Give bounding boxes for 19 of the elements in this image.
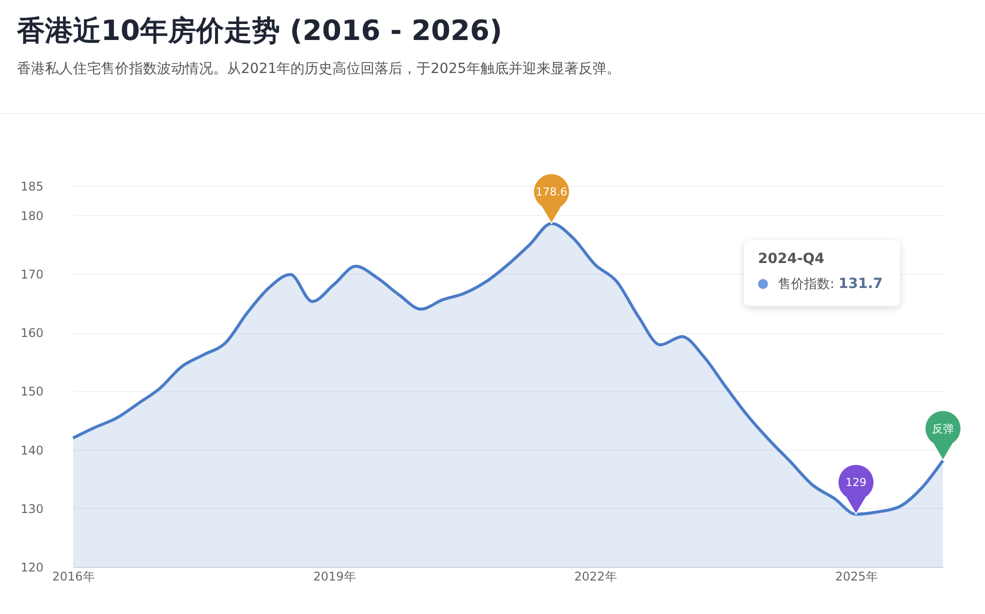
x-tick-label: 2022年 xyxy=(574,570,617,584)
x-tick-label: 2025年 xyxy=(835,570,878,584)
chart-title: 香港近10年房价走势 (2016 - 2026) xyxy=(17,13,502,49)
y-tick-label: 170 xyxy=(20,267,44,282)
annotation: 反弹 xyxy=(932,422,954,436)
y-tick-label: 150 xyxy=(20,384,44,399)
y-tick-label: 140 xyxy=(20,443,44,458)
annotation: 售价指数: 131.7 xyxy=(778,275,883,293)
y-tick-label: 185 xyxy=(20,180,44,194)
annotation: 178.6 xyxy=(536,186,568,199)
x-tick-label: 2016年 xyxy=(52,570,95,584)
x-tick-label: 2019年 xyxy=(313,570,356,584)
annotation: 2024-Q4 xyxy=(758,251,826,267)
y-tick-label: 130 xyxy=(20,502,44,516)
chart-subtitle: 香港私人住宅售价指数波动情况。从2021年的历史高位回落后，于2025年触底并迎来显著反弹。 xyxy=(17,60,620,78)
y-tick-label: 180 xyxy=(20,208,44,223)
annotation: 129 xyxy=(846,476,866,490)
y-tick-label: 160 xyxy=(20,326,44,340)
y-tick-label: 120 xyxy=(20,560,44,574)
